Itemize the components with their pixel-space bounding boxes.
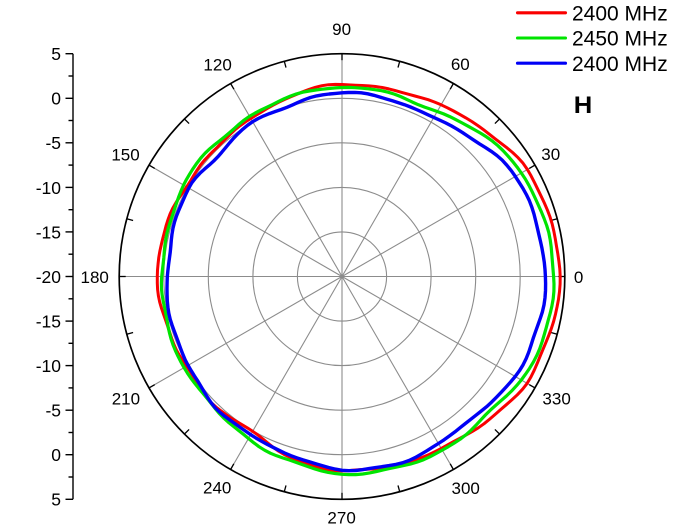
- svg-text:-10: -10: [36, 356, 62, 376]
- svg-text:0: 0: [51, 89, 61, 109]
- svg-text:2400 MHz: 2400 MHz: [572, 2, 668, 25]
- svg-text:330: 330: [542, 390, 570, 409]
- svg-text:2400 MHz: 2400 MHz: [572, 53, 668, 76]
- svg-text:90: 90: [332, 20, 351, 39]
- svg-text:-15: -15: [36, 222, 61, 242]
- svg-text:180: 180: [81, 268, 109, 287]
- svg-text:240: 240: [203, 479, 231, 498]
- svg-text:-5: -5: [45, 401, 61, 421]
- svg-text:270: 270: [327, 509, 355, 528]
- svg-text:0: 0: [574, 268, 583, 287]
- svg-text:30: 30: [541, 145, 560, 164]
- svg-text:300: 300: [452, 479, 480, 498]
- svg-text:0: 0: [51, 445, 61, 465]
- svg-text:120: 120: [203, 55, 231, 74]
- svg-text:150: 150: [111, 145, 139, 164]
- svg-text:5: 5: [51, 490, 61, 510]
- svg-text:2450 MHz: 2450 MHz: [572, 28, 668, 51]
- svg-text:-20: -20: [36, 267, 62, 287]
- svg-text:60: 60: [451, 55, 470, 74]
- svg-text:-5: -5: [45, 133, 61, 153]
- svg-text:-10: -10: [36, 178, 62, 198]
- svg-text:-15: -15: [36, 312, 61, 332]
- svg-text:210: 210: [112, 390, 140, 409]
- svg-text:5: 5: [51, 44, 61, 64]
- svg-text:H: H: [574, 92, 593, 119]
